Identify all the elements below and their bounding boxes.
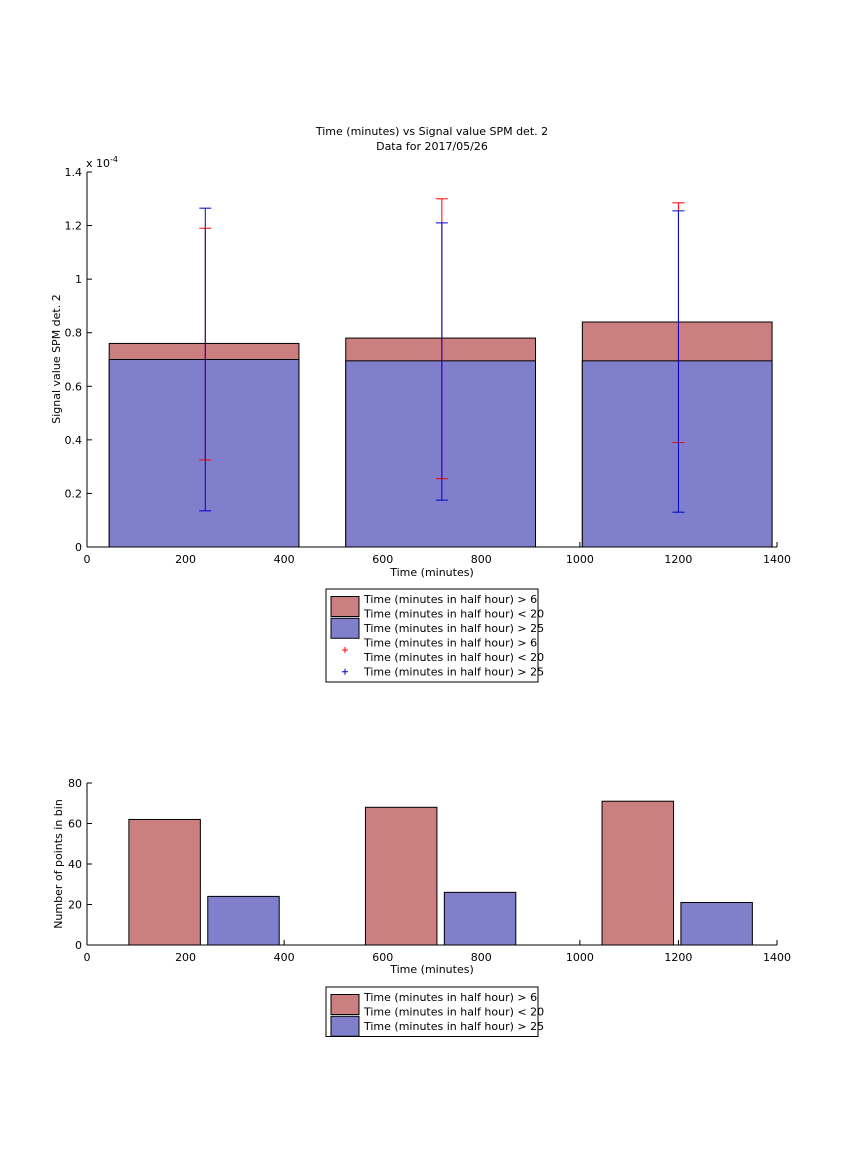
bottom-bar-red xyxy=(601,800,674,946)
bottom-bar-blue xyxy=(680,901,753,946)
bottom-x-axis-label: Time (minutes) xyxy=(389,963,474,976)
bottom-x-tick-label: 1000 xyxy=(566,951,594,964)
top-bar-blue xyxy=(581,360,773,548)
top-y-axis-label: Signal value SPM det. 2 xyxy=(50,294,63,424)
legend-label: Time (minutes in half hour) > 25 xyxy=(363,666,544,679)
top-x-tick-label: 400 xyxy=(274,553,295,566)
top-y-tick-label: 1.2 xyxy=(65,220,83,233)
chart-title: Time (minutes) vs Signal value SPM det. … xyxy=(315,125,548,138)
top-y-tick-label: 0 xyxy=(75,541,82,554)
bottom-plot: 0 200 400 600 800 1000 1200 1400 0 20 40 60 80 xyxy=(68,777,791,964)
bottom-x-tick-label: 1200 xyxy=(664,951,692,964)
y-exponent-label: x 10-4 xyxy=(86,155,118,170)
bottom-x-tick-label: 600 xyxy=(372,951,393,964)
bottom-y-tick-label: 20 xyxy=(68,899,82,912)
legend-label: Time (minutes in half hour) > 25 xyxy=(363,1020,544,1033)
top-x-tick-label: 600 xyxy=(372,553,393,566)
legend-label: Time (minutes in half hour) > 6 xyxy=(363,991,537,1004)
bottom-x-tick-label: 800 xyxy=(471,951,492,964)
bottom-y-axis-label: Number of points in bin xyxy=(52,799,65,929)
y-exponent-base: x 10 xyxy=(86,157,110,170)
top-y-tick-label: 0.8 xyxy=(65,327,83,340)
bottom-y-tick-label: 0 xyxy=(75,939,82,952)
chart-subtitle: Data for 2017/05/26 xyxy=(376,140,488,153)
legend-label: Time (minutes in half hour) < 20 xyxy=(363,608,544,621)
bottom-y-tick-label: 80 xyxy=(68,777,82,790)
legend-swatch xyxy=(330,617,360,639)
top-x-tick-label: 1200 xyxy=(664,553,692,566)
top-y-tick-label: 1.4 xyxy=(65,166,83,179)
top-y-tick-label: 0.6 xyxy=(65,380,83,393)
y-exponent-power: -4 xyxy=(110,155,118,164)
top-x-axis-label: Time (minutes) xyxy=(389,566,474,579)
legend-label: Time (minutes in half hour) < 20 xyxy=(363,651,544,664)
bottom-y-tick-label: 40 xyxy=(68,858,82,871)
bottom-x-tick-label: 0 xyxy=(84,951,91,964)
bottom-legend: Time (minutes in half hour) > 6 Time (min… xyxy=(325,986,544,1037)
bottom-bar-blue xyxy=(443,891,517,946)
legend-box xyxy=(325,588,539,683)
top-y-tick-label: 1 xyxy=(75,273,82,286)
top-bar-blue xyxy=(108,359,300,548)
legend-swatch xyxy=(330,596,360,617)
top-plot: 0 200 400 600 800 1000 1200 1400 0 0.2 0.4 0.6 0.8 1 1… xyxy=(65,166,792,566)
bottom-x-tick-label: 200 xyxy=(175,951,196,964)
top-x-tick-label: 1000 xyxy=(566,553,594,566)
legend-swatch xyxy=(330,994,360,1015)
bottom-x-tick-label: 400 xyxy=(274,951,295,964)
legend-label: Time (minutes in half hour) > 6 xyxy=(363,637,537,650)
legend-label: Time (minutes in half hour) < 20 xyxy=(363,1006,544,1019)
top-y-tick-label: 0.2 xyxy=(65,487,83,500)
top-y-tick-label: 0.4 xyxy=(65,434,83,447)
bottom-bar-red xyxy=(364,806,438,946)
top-bar-blue xyxy=(345,360,536,548)
bottom-bar-red xyxy=(128,818,201,946)
legend-label: Time (minutes in half hour) > 25 xyxy=(363,622,544,635)
legend-label: Time (minutes in half hour) > 6 xyxy=(363,593,537,606)
top-x-tick-label: 800 xyxy=(471,553,492,566)
bottom-bar-blue xyxy=(207,895,280,946)
top-x-tick-label: 0 xyxy=(84,553,91,566)
legend-swatch xyxy=(330,1015,360,1037)
bottom-y-tick-label: 60 xyxy=(68,818,82,831)
top-x-tick-label: 200 xyxy=(175,553,196,566)
bottom-x-tick-label: 1400 xyxy=(763,951,791,964)
legend-box xyxy=(325,986,539,1037)
top-x-tick-label: 1400 xyxy=(763,553,791,566)
